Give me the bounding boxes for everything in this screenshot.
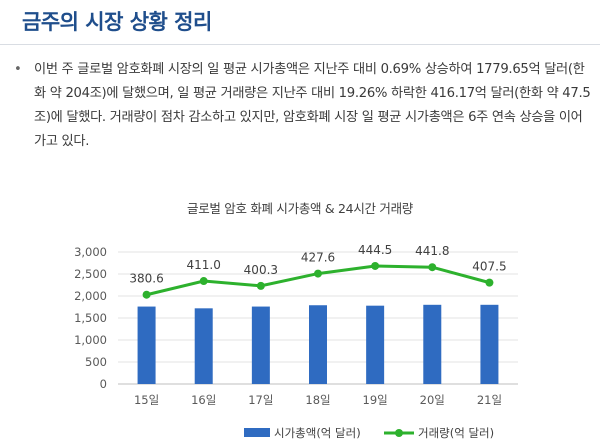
data-labels: 380.6 411.0 400.3 427.6 444.5 441.8 407.5 — [129, 243, 506, 286]
data-label: 411.0 — [187, 258, 221, 272]
bar — [423, 304, 442, 384]
bar — [251, 306, 270, 384]
line-point — [256, 281, 265, 290]
data-label: 427.6 — [301, 251, 335, 265]
legend-label: 거래량(억 달러) — [418, 426, 494, 440]
legend: 시가총액(억 달러) 거래량(억 달러) — [244, 426, 494, 440]
y-tick-label: 3,000 — [74, 245, 107, 259]
summary-paragraph: • 이번 주 글로벌 암호화폐 시장의 일 평균 시가총액은 지난주 대비 0.… — [14, 58, 594, 154]
bar — [194, 308, 213, 384]
bar — [480, 304, 499, 384]
y-axis-ticks: 0 500 1,000 1,500 2,000 2,500 3,000 — [74, 245, 107, 391]
page-title: 금주의 시장 상황 정리 — [22, 10, 212, 34]
bar-series — [137, 304, 499, 384]
data-label: 380.6 — [129, 272, 163, 286]
x-tick-label: 21일 — [477, 393, 502, 407]
x-tick-label: 16일 — [191, 393, 216, 407]
bar — [137, 306, 156, 384]
x-tick-label: 20일 — [420, 393, 445, 407]
y-tick-label: 0 — [100, 377, 107, 391]
line-point — [485, 278, 494, 287]
x-tick-label: 19일 — [363, 393, 388, 407]
line-point — [142, 290, 151, 299]
x-axis-ticks: 15일 16일 17일 18일 19일 20일 21일 — [134, 393, 502, 407]
legend-bar-swatch — [244, 428, 270, 437]
y-tick-label: 1,000 — [74, 333, 107, 347]
bullet-icon: • — [14, 62, 22, 77]
y-tick-label: 2,500 — [74, 267, 107, 281]
summary-text: 이번 주 글로벌 암호화폐 시장의 일 평균 시가총액은 지난주 대비 0.69… — [34, 62, 591, 149]
title-divider — [0, 44, 600, 45]
y-tick-label: 1,500 — [74, 311, 107, 325]
legend-line-marker — [395, 429, 403, 437]
line-point — [371, 261, 380, 270]
line-series — [142, 261, 494, 299]
legend-label: 시가총액(억 달러) — [274, 426, 361, 440]
line-point — [314, 269, 322, 278]
line-point — [199, 277, 208, 286]
data-label: 444.5 — [358, 243, 392, 257]
x-tick-label: 15일 — [134, 393, 159, 407]
x-tick-label: 17일 — [248, 393, 273, 407]
bar — [309, 305, 327, 384]
line-point — [428, 263, 437, 272]
chart-title: 글로벌 암호 화폐 시가총액 & 24시간 거래량 — [187, 201, 413, 216]
y-tick-label: 500 — [85, 355, 107, 369]
data-label: 441.8 — [415, 244, 449, 258]
y-tick-label: 2,000 — [74, 289, 107, 303]
bar — [366, 305, 385, 384]
data-label: 407.5 — [472, 260, 506, 274]
x-tick-label: 18일 — [305, 393, 330, 407]
data-label: 400.3 — [244, 263, 278, 277]
